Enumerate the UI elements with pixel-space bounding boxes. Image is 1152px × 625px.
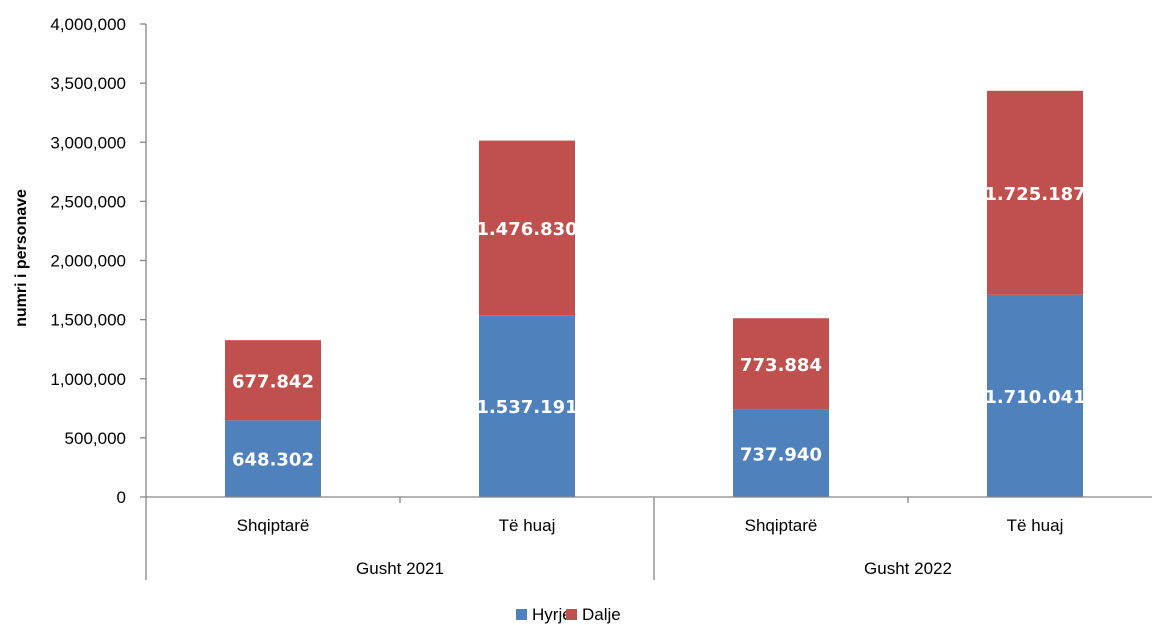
bar-segment-hyrje [987,294,1083,497]
legend-swatch [566,609,577,620]
legend: Hyrje Dalje [516,605,621,624]
bar-segment-dalje [733,318,829,410]
bar-segment-dalje [987,90,1083,295]
data-label: 737.940 [740,444,822,465]
x-category-label: Të huaj [1007,516,1064,535]
y-tick-label: 3,500,000 [50,74,126,93]
x-axis: Shqiptarë Të huaj Shqiptarë Të huaj Gusht 20… [145,496,1152,580]
y-tick-label: 0 [117,488,126,507]
bar-segment-hyrje [225,420,321,497]
y-tick-label: 2,000,000 [50,252,126,271]
legend-label: Dalje [582,605,621,624]
x-category-label: Shqiptarë [745,516,818,535]
y-axis-label: numri i personave [13,189,30,327]
bars: 648.302 677.842 1.537.191 1.476.830 737.940 7… [225,90,1086,497]
bar-segment-dalje [225,340,321,421]
y-tick-label: 3,000,000 [50,133,126,152]
data-label: 1.725.187 [984,184,1085,205]
legend-swatch [516,609,527,620]
data-label: 773.884 [740,355,822,376]
y-tick-label: 1,000,000 [50,370,126,389]
bar-segment-dalje [479,140,575,316]
data-label: 648.302 [232,450,314,471]
y-tick-label: 2,500,000 [50,192,126,211]
y-tick-label: 500,000 [65,429,126,448]
x-category-label: Shqiptarë [237,516,310,535]
data-label: 1.537.191 [476,397,577,418]
x-category-label: Të huaj [499,516,556,535]
data-label: 677.842 [232,371,314,392]
y-tick-label: 1,500,000 [50,311,126,330]
bar-segment-hyrje [733,409,829,497]
y-axis: 0 500,000 1,000,000 1,500,000 2,000,000 2,500… [50,15,147,507]
y-tick-label: 4,000,000 [50,15,126,34]
legend-label: Hyrje [532,605,572,624]
data-label: 1.710.041 [984,387,1085,408]
data-label: 1.476.830 [476,219,577,240]
x-group-label: Gusht 2021 [356,559,444,578]
bar-segment-hyrje [479,315,575,497]
x-group-label: Gusht 2022 [864,559,952,578]
